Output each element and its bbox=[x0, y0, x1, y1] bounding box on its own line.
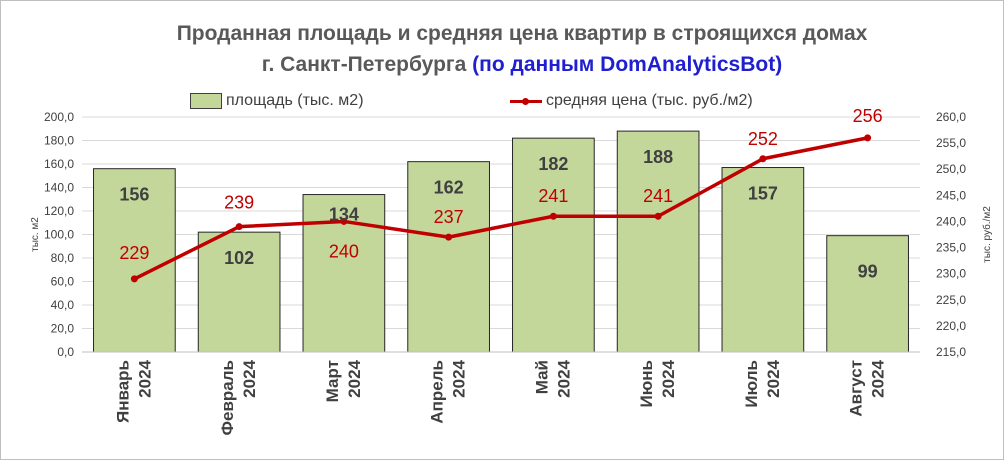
legend-line-swatch bbox=[510, 93, 542, 109]
line-data-label: 239 bbox=[224, 193, 254, 213]
category-label-year: 2024 bbox=[554, 359, 573, 397]
bar-data-label: 157 bbox=[748, 184, 778, 204]
category-label-month: Июль bbox=[742, 360, 761, 408]
left-tick-label: 20,0 bbox=[51, 322, 75, 336]
price-line bbox=[133, 136, 868, 281]
right-tick-label: 230,0 bbox=[936, 267, 966, 281]
bar-data-label: 188 bbox=[643, 147, 673, 167]
category-label-year: 2024 bbox=[450, 359, 469, 397]
category-label-year: 2024 bbox=[764, 359, 783, 397]
category-label-month: Май bbox=[532, 360, 551, 394]
category-label-year: 2024 bbox=[345, 359, 364, 397]
line-data-label: 252 bbox=[748, 129, 778, 149]
category-label-month: Август bbox=[847, 360, 866, 417]
bar bbox=[826, 235, 909, 353]
left-tick-label: 80,0 bbox=[51, 251, 75, 265]
line-data-label: 241 bbox=[643, 186, 673, 206]
bar-data-label: 99 bbox=[858, 262, 878, 282]
category-label-year: 2024 bbox=[135, 359, 154, 397]
price-point bbox=[864, 134, 872, 142]
category-label-year: 2024 bbox=[240, 359, 259, 397]
legend-bar-swatch bbox=[190, 93, 222, 109]
category-label-year: 2024 bbox=[659, 359, 678, 397]
bar-data-label: 182 bbox=[538, 154, 568, 174]
legend-label-price: средняя цена (тыс. руб./м2) bbox=[546, 92, 753, 109]
line-data-label: 229 bbox=[119, 243, 149, 263]
left-tick-label: 40,0 bbox=[51, 298, 75, 312]
right-tick-label: 250,0 bbox=[936, 162, 966, 176]
line-data-label: 256 bbox=[853, 106, 883, 126]
category-label-month: Апрель bbox=[428, 360, 447, 424]
line-data-label: 241 bbox=[538, 186, 568, 206]
left-tick-label: 0,0 bbox=[57, 345, 74, 359]
line-data-label: 240 bbox=[329, 241, 359, 261]
left-tick-label: 160,0 bbox=[44, 157, 74, 171]
category-label-month: Июнь bbox=[637, 360, 656, 407]
category-label-month: Февраль bbox=[218, 360, 237, 436]
bar bbox=[512, 137, 595, 353]
left-tick-label: 60,0 bbox=[51, 275, 75, 289]
legend-item-area: площадь (тыс. м2) bbox=[190, 92, 364, 110]
right-tick-label: 225,0 bbox=[936, 293, 966, 307]
legend-label-area: площадь (тыс. м2) bbox=[226, 92, 364, 109]
legend-item-price: средняя цена (тыс. руб./м2) bbox=[510, 92, 753, 110]
price-point bbox=[130, 275, 138, 283]
category-label-month: Январь bbox=[113, 360, 132, 423]
price-point bbox=[235, 223, 243, 231]
chart-title-source: (по данным DomAnalyticsBot) bbox=[472, 53, 783, 76]
bar-data-label: 134 bbox=[329, 205, 359, 225]
left-tick-label: 180,0 bbox=[44, 134, 74, 148]
right-tick-label: 255,0 bbox=[936, 136, 966, 150]
left-tick-label: 100,0 bbox=[44, 228, 74, 242]
category-label-year: 2024 bbox=[869, 359, 888, 397]
left-tick-label: 120,0 bbox=[44, 204, 74, 218]
line-data-label: 237 bbox=[434, 207, 464, 227]
chart-title-line1: Проданная площадь и средняя цена квартир… bbox=[176, 22, 868, 45]
bar-data-label: 156 bbox=[119, 185, 149, 205]
bar bbox=[616, 130, 700, 353]
price-point bbox=[445, 233, 453, 241]
right-tick-label: 220,0 bbox=[936, 319, 966, 333]
bar-data-label: 102 bbox=[224, 248, 254, 268]
category-label-month: Март bbox=[323, 360, 342, 402]
right-tick-label: 240,0 bbox=[936, 214, 966, 228]
bar bbox=[721, 167, 805, 353]
right-axis-title: тыс. руб./м2 bbox=[981, 206, 993, 263]
left-tick-label: 200,0 bbox=[44, 110, 74, 124]
price-point bbox=[654, 212, 662, 220]
price-point bbox=[759, 155, 767, 163]
left-axis-title: тыс. м2 bbox=[30, 217, 41, 252]
left-tick-label: 140,0 bbox=[44, 181, 74, 195]
bar-data-label: 162 bbox=[434, 178, 464, 198]
right-tick-label: 260,0 bbox=[936, 110, 966, 124]
price-point bbox=[340, 217, 348, 225]
chart-title-city: г. Санкт-Петербурга bbox=[261, 53, 473, 76]
price-point bbox=[549, 212, 557, 220]
chart-title-line2: г. Санкт-Петербурга (по данным DomAnalyt… bbox=[0, 53, 1004, 77]
right-tick-label: 245,0 bbox=[936, 188, 966, 202]
bar bbox=[407, 161, 490, 353]
right-tick-label: 235,0 bbox=[936, 241, 966, 255]
bar bbox=[197, 231, 281, 353]
bar bbox=[93, 168, 176, 353]
right-tick-label: 215,0 bbox=[936, 345, 966, 359]
